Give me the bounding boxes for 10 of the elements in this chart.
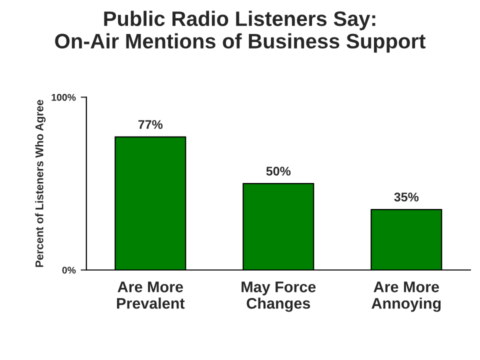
x-tick-label: May Force Changes xyxy=(242,282,316,312)
y-tick-label: 0% xyxy=(62,266,76,274)
data-label: 50% xyxy=(266,166,291,176)
data-label: 35% xyxy=(394,192,419,202)
chart-title: Public Radio Listeners Say: On-Air Mentions of Business Support xyxy=(55,10,426,53)
x-tick-label: Are More Annoying xyxy=(372,282,441,312)
data-label: 77% xyxy=(138,120,163,129)
y-axis-title: Percent of Listeners Who Agree xyxy=(35,100,46,267)
y-tick-label: 100% xyxy=(52,94,76,101)
x-tick-label: Are More Prevalent xyxy=(117,282,185,309)
